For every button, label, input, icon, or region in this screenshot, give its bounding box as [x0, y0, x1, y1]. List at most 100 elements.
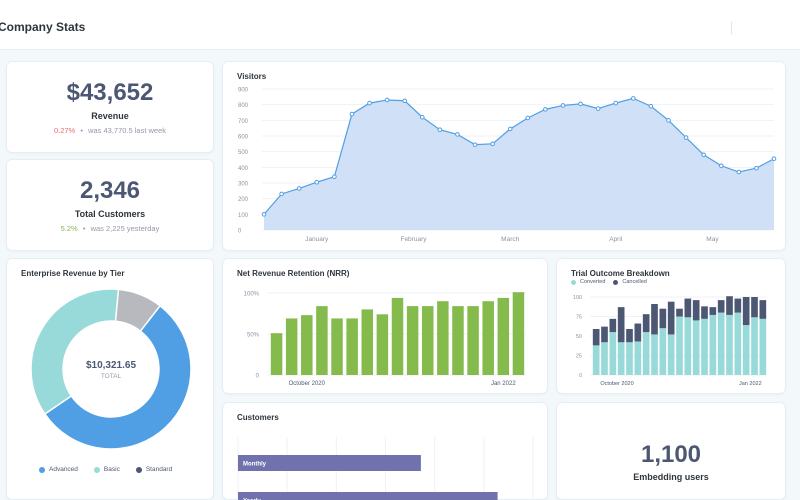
legend-item-cancelled[interactable]: Cancelled [613, 279, 647, 285]
nrr-bar[interactable] [301, 315, 313, 375]
embedding-users-card[interactable]: 1,100 Embedding users [556, 402, 786, 500]
trial-bar-converted[interactable] [742, 325, 750, 375]
trial-bar-converted[interactable] [592, 345, 600, 375]
nrr-bar[interactable] [346, 318, 358, 375]
trial-card[interactable]: Trial Outcome Breakdown Converted Cancel… [556, 258, 786, 394]
trial-bar-cancelled[interactable] [659, 308, 667, 329]
data-point[interactable] [613, 100, 619, 106]
data-point[interactable] [261, 212, 267, 217]
nrr-bar[interactable] [331, 318, 343, 375]
customers-bar[interactable] [238, 492, 498, 500]
trial-bar-cancelled[interactable] [742, 297, 750, 326]
trial-bar-cancelled[interactable] [651, 304, 658, 335]
nrr-bar[interactable] [497, 297, 510, 375]
data-point[interactable] [543, 107, 548, 112]
data-point[interactable] [648, 103, 654, 109]
nrr-bar[interactable] [512, 292, 525, 375]
data-point[interactable] [595, 106, 601, 111]
trial-bar-converted[interactable] [726, 314, 733, 375]
trial-bar-cancelled[interactable] [617, 307, 625, 343]
nrr-bar[interactable] [361, 309, 374, 375]
trial-bar-converted[interactable] [651, 334, 658, 375]
trial-bar-cancelled[interactable] [592, 328, 600, 346]
data-point[interactable] [402, 98, 407, 104]
data-point[interactable] [683, 135, 689, 140]
nrr-bar[interactable] [421, 306, 434, 375]
data-point[interactable] [367, 100, 372, 106]
revenue-card[interactable]: $43,652 Revenue 0.27% • was 43,770.5 las… [6, 61, 214, 153]
tier-card[interactable]: Enterprise Revenue by Tier $10,321.65 TO… [6, 258, 214, 500]
data-point[interactable] [525, 115, 531, 121]
trial-bar-cancelled[interactable] [626, 328, 633, 343]
data-point[interactable] [279, 191, 284, 197]
data-point[interactable] [455, 132, 460, 137]
trial-bar-cancelled[interactable] [667, 301, 675, 335]
trial-bar-converted[interactable] [667, 334, 675, 375]
data-point[interactable] [472, 142, 478, 147]
legend-item-converted[interactable]: Converted [571, 279, 605, 285]
trial-bar-cancelled[interactable] [601, 326, 608, 343]
data-point[interactable] [754, 165, 759, 171]
data-point[interactable] [332, 174, 337, 180]
data-point[interactable] [349, 111, 355, 117]
nrr-bar[interactable] [467, 306, 479, 375]
trial-bar-converted[interactable] [751, 317, 758, 375]
trial-bar-cancelled[interactable] [709, 307, 717, 315]
nrr-bar[interactable] [376, 314, 389, 375]
trial-bar-converted[interactable] [717, 312, 725, 375]
trial-bar-converted[interactable] [642, 332, 650, 375]
data-point[interactable] [578, 101, 583, 107]
data-point[interactable] [701, 152, 706, 158]
customers-bar-card[interactable]: Customers Monthly Yearly [222, 402, 548, 500]
data-point[interactable] [296, 186, 302, 191]
nrr-bar[interactable] [406, 306, 419, 375]
nrr-card[interactable]: Net Revenue Retention (NRR) 0 50% 100% Octo… [222, 258, 548, 394]
trial-bar-converted[interactable] [601, 342, 608, 375]
trial-bar-cancelled[interactable] [642, 314, 650, 333]
trial-bar-cancelled[interactable] [684, 298, 692, 318]
data-point[interactable] [314, 179, 320, 185]
trial-bar-converted[interactable] [734, 312, 742, 375]
trial-bar-cancelled[interactable] [759, 300, 767, 319]
trial-bar-cancelled[interactable] [717, 300, 725, 313]
trial-bar-converted[interactable] [659, 328, 667, 375]
trial-bar-converted[interactable] [617, 342, 625, 375]
nrr-bar[interactable] [452, 306, 464, 375]
data-point[interactable] [490, 141, 495, 147]
trial-bar-converted[interactable] [626, 342, 633, 375]
donut-slice-standard[interactable] [114, 288, 162, 333]
trial-bar-converted[interactable] [759, 318, 767, 375]
data-point[interactable] [666, 118, 671, 123]
nrr-bar[interactable] [285, 318, 298, 375]
trial-bar-converted[interactable] [709, 314, 717, 375]
trial-bar-converted[interactable] [676, 316, 683, 376]
trial-bar-cancelled[interactable] [734, 298, 742, 313]
trial-bar-converted[interactable] [692, 320, 700, 375]
trial-bar-cancelled[interactable] [634, 323, 642, 342]
data-point[interactable] [437, 127, 443, 133]
nrr-bar[interactable] [316, 306, 328, 375]
donut-slice-advanced[interactable] [43, 304, 192, 449]
visitors-card[interactable]: Visitors 0 100 200 300 400 500 600 700 800 900 Jan… [222, 61, 786, 251]
trial-bar-cancelled[interactable] [692, 300, 700, 321]
trial-bar-converted[interactable] [684, 317, 692, 375]
legend-item-basic[interactable]: Basic [93, 466, 120, 473]
data-point[interactable] [736, 169, 742, 175]
data-point[interactable] [771, 156, 777, 162]
trial-bar-cancelled[interactable] [726, 296, 733, 315]
data-point[interactable] [718, 163, 724, 169]
nrr-bar[interactable] [391, 297, 404, 375]
legend-item-standard[interactable]: Standard [135, 466, 172, 473]
data-point[interactable] [419, 114, 425, 120]
nrr-bar[interactable] [482, 301, 494, 375]
donut-slice-basic[interactable] [30, 288, 120, 416]
trial-bar-converted[interactable] [701, 318, 708, 375]
trial-bar-cancelled[interactable] [609, 318, 617, 333]
nrr-bar[interactable] [437, 301, 449, 375]
legend-item-advanced[interactable]: Advanced [39, 466, 78, 473]
nrr-bar[interactable] [270, 333, 283, 375]
trial-bar-cancelled[interactable] [751, 297, 758, 318]
customers-bar[interactable] [238, 455, 421, 471]
trial-bar-cancelled[interactable] [676, 308, 683, 317]
data-point[interactable] [507, 126, 513, 132]
